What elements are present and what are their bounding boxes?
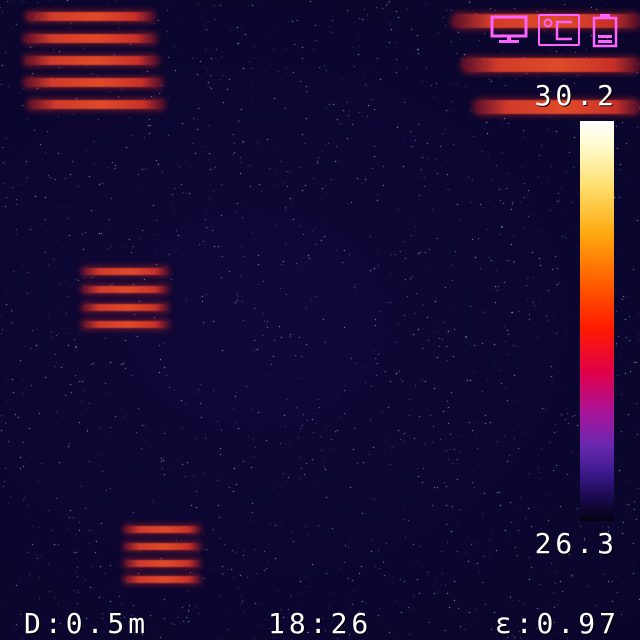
time-readout: 18:26 <box>268 607 373 640</box>
distance-readout: D:0.5m <box>24 607 150 640</box>
heat-stripe <box>82 286 168 293</box>
heat-stripe <box>24 78 162 87</box>
heat-stripe <box>24 34 156 43</box>
scale-max-temperature: 30.2 <box>534 79 618 112</box>
heat-stripe <box>124 526 200 533</box>
celsius-unit-icon[interactable] <box>538 14 580 46</box>
heat-stripe <box>24 56 158 65</box>
heat-stripe <box>82 304 168 311</box>
scale-min-temperature: 26.3 <box>534 527 618 560</box>
heat-stripe <box>28 100 164 109</box>
heat-stripe <box>124 576 200 583</box>
heat-source-middle-left <box>82 268 168 332</box>
heat-stripe <box>82 268 168 275</box>
heat-stripe <box>474 100 640 114</box>
heat-stripe <box>26 12 154 21</box>
heat-source-top-left <box>24 12 164 118</box>
heat-source-bottom <box>124 526 200 586</box>
monitor-icon[interactable] <box>490 15 530 45</box>
color-palette-bar <box>580 121 614 521</box>
heat-stripe <box>82 321 168 328</box>
heat-stripe <box>124 543 200 550</box>
heat-stripe <box>124 560 200 567</box>
battery-icon <box>592 14 618 48</box>
heat-stripe <box>462 58 640 72</box>
emissivity-readout: ε:0.97 <box>494 607 620 640</box>
